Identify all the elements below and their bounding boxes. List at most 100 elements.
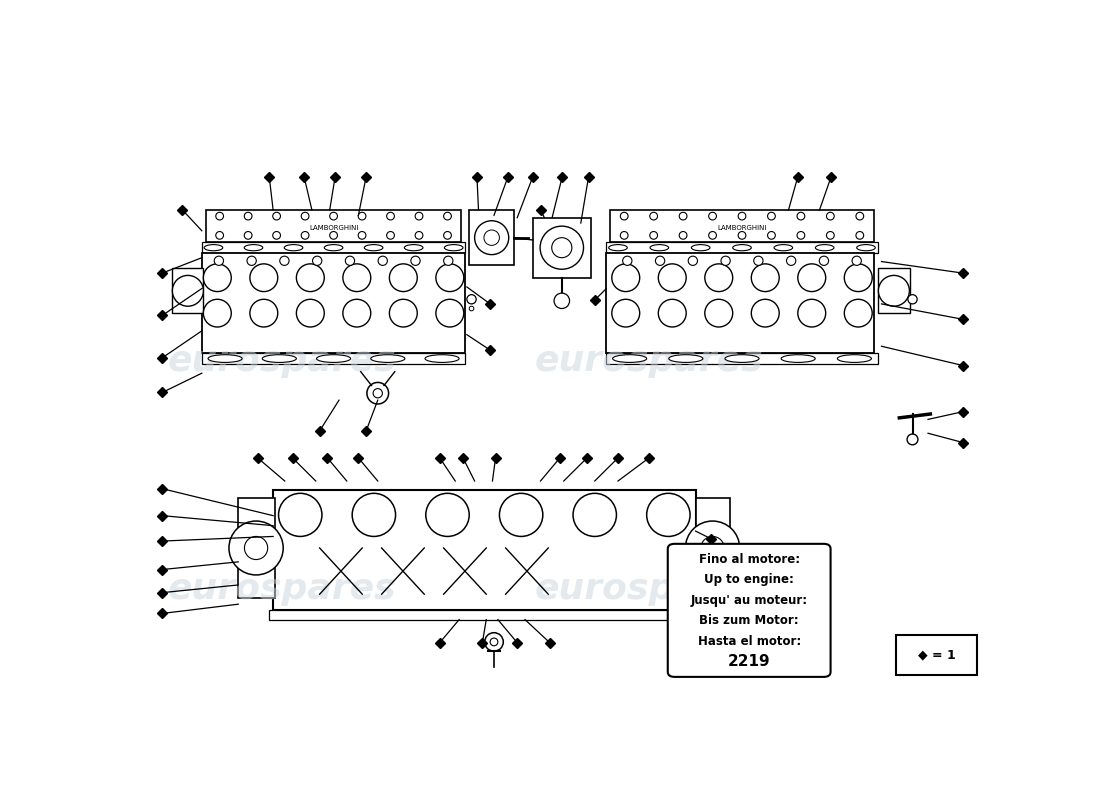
Circle shape <box>244 231 252 239</box>
Ellipse shape <box>324 245 343 250</box>
Text: Fino al motore:: Fino al motore: <box>698 553 800 566</box>
Ellipse shape <box>815 245 834 250</box>
Circle shape <box>250 299 278 327</box>
Circle shape <box>852 256 861 266</box>
Circle shape <box>826 231 834 239</box>
Circle shape <box>443 256 453 266</box>
Circle shape <box>204 299 231 327</box>
Circle shape <box>908 434 917 445</box>
Circle shape <box>389 299 417 327</box>
Circle shape <box>387 212 395 220</box>
Bar <box>606 242 878 253</box>
Circle shape <box>387 231 395 239</box>
Text: LAMBORGHINI: LAMBORGHINI <box>717 225 767 230</box>
Bar <box>878 269 910 313</box>
Ellipse shape <box>425 354 459 362</box>
Circle shape <box>768 212 776 220</box>
Bar <box>201 253 465 353</box>
Circle shape <box>623 256 631 266</box>
Ellipse shape <box>208 354 242 362</box>
Circle shape <box>540 226 583 270</box>
Circle shape <box>738 231 746 239</box>
Circle shape <box>720 256 730 266</box>
Circle shape <box>845 299 872 327</box>
Circle shape <box>204 264 231 291</box>
Circle shape <box>485 633 504 651</box>
Bar <box>239 498 275 598</box>
Circle shape <box>279 256 289 266</box>
Circle shape <box>845 264 872 291</box>
Circle shape <box>856 231 864 239</box>
Circle shape <box>552 238 572 258</box>
Ellipse shape <box>284 245 302 250</box>
Bar <box>201 242 465 253</box>
Circle shape <box>798 264 826 291</box>
Circle shape <box>656 256 664 266</box>
Text: eurospares: eurospares <box>535 344 763 378</box>
Circle shape <box>708 212 716 220</box>
Circle shape <box>554 293 570 309</box>
Ellipse shape <box>317 354 351 362</box>
Ellipse shape <box>669 354 703 362</box>
Circle shape <box>248 256 256 266</box>
Bar <box>201 353 465 364</box>
Bar <box>273 490 695 610</box>
Circle shape <box>278 494 322 537</box>
Circle shape <box>367 382 388 404</box>
Text: Up to engine:: Up to engine: <box>704 573 794 586</box>
Circle shape <box>426 494 470 537</box>
Bar <box>470 210 514 266</box>
Ellipse shape <box>837 354 871 362</box>
Circle shape <box>738 212 746 220</box>
Circle shape <box>411 256 420 266</box>
Circle shape <box>216 212 223 220</box>
Circle shape <box>689 256 697 266</box>
Circle shape <box>650 231 658 239</box>
Bar <box>695 498 730 598</box>
Circle shape <box>389 264 417 291</box>
Circle shape <box>768 231 776 239</box>
Circle shape <box>701 537 724 559</box>
Circle shape <box>415 231 422 239</box>
Circle shape <box>273 231 280 239</box>
Ellipse shape <box>613 354 647 362</box>
Circle shape <box>573 494 616 537</box>
Circle shape <box>798 299 826 327</box>
Text: Hasta el motor:: Hasta el motor: <box>697 634 801 648</box>
Circle shape <box>173 275 204 306</box>
Circle shape <box>466 294 476 304</box>
Ellipse shape <box>244 245 263 250</box>
Circle shape <box>754 256 763 266</box>
Ellipse shape <box>650 245 669 250</box>
Text: Bis zum Motor:: Bis zum Motor: <box>700 614 799 627</box>
FancyBboxPatch shape <box>896 635 977 675</box>
Circle shape <box>658 264 686 291</box>
Ellipse shape <box>205 245 222 250</box>
Ellipse shape <box>857 245 876 250</box>
Ellipse shape <box>608 245 627 250</box>
Ellipse shape <box>405 245 424 250</box>
Circle shape <box>415 212 422 220</box>
Ellipse shape <box>733 245 751 250</box>
Circle shape <box>301 231 309 239</box>
Circle shape <box>484 230 499 246</box>
Circle shape <box>620 212 628 220</box>
Ellipse shape <box>781 354 815 362</box>
Bar <box>206 210 462 242</box>
Circle shape <box>612 264 640 291</box>
Circle shape <box>751 264 779 291</box>
Circle shape <box>499 494 542 537</box>
Circle shape <box>330 231 338 239</box>
Circle shape <box>647 494 690 537</box>
Circle shape <box>751 299 779 327</box>
Circle shape <box>708 231 716 239</box>
Circle shape <box>474 221 508 254</box>
Circle shape <box>705 264 733 291</box>
Circle shape <box>244 537 267 559</box>
Circle shape <box>244 212 252 220</box>
Circle shape <box>679 231 688 239</box>
Bar <box>606 353 878 364</box>
Circle shape <box>491 638 498 646</box>
Circle shape <box>650 212 658 220</box>
Text: LAMBORGHINI: LAMBORGHINI <box>309 225 359 230</box>
